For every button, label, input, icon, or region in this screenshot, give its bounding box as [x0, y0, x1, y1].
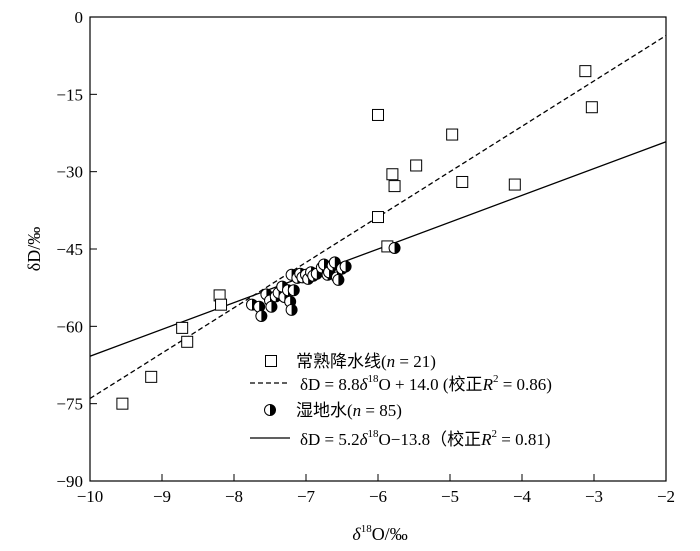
legend: 常熟降水线(n = 21) δD = 8.8δ18O + 14.0 (校正R2 …	[250, 351, 552, 449]
wetland-point	[339, 260, 352, 273]
precipitation-point	[386, 168, 399, 181]
legend-wetland-label: 湿地水(n = 85)	[296, 401, 402, 420]
x-tick-label: −6	[369, 487, 387, 506]
y-tick-label: −90	[56, 472, 83, 491]
x-tick-label: −4	[513, 487, 532, 506]
x-tick-label: −2	[657, 487, 675, 506]
precipitation-point	[145, 370, 158, 383]
precipitation-point	[372, 108, 384, 121]
y-axis-label: δD/‰	[24, 227, 44, 271]
precipitation-point	[372, 211, 384, 224]
legend-half-circle-marker	[264, 404, 276, 416]
precipitation-point	[508, 178, 521, 191]
y-tick-label: −60	[56, 317, 83, 336]
wetland-point	[285, 303, 298, 316]
x-tick-label: −10	[77, 487, 104, 506]
y-tick-label: −45	[56, 240, 83, 259]
precipitation-point	[446, 128, 459, 141]
x-tick-label: −5	[441, 487, 459, 506]
y-tick-label: 0	[75, 8, 84, 27]
x-tick-label: −9	[153, 487, 171, 506]
precipitation-point	[410, 159, 423, 172]
x-tick-label: −7	[297, 487, 316, 506]
wetland-point	[255, 310, 268, 323]
y-tick-label: −75	[56, 395, 83, 414]
legend-precip-label: 常熟降水线(n = 21)	[296, 351, 436, 371]
precipitation-point	[116, 397, 129, 410]
precipitation-point	[579, 65, 592, 78]
x-axis-label: δ18O/‰	[352, 523, 407, 544]
legend-gmwl-label: δD = 8.8δ18O + 14.0 (校正R2 = 0.86)	[300, 373, 552, 394]
y-tick-label: −15	[56, 85, 83, 104]
precipitation-point	[181, 335, 194, 348]
precipitation-point	[585, 101, 598, 114]
precipitation-point	[456, 175, 469, 188]
axis-ticks: −10 −9 −8 −7 −6 −5 −4 −3 −2 0 −15 −30 −45 −60 −75 −90	[56, 8, 675, 506]
lmwl-solid-line	[90, 141, 666, 357]
wetland-point	[265, 300, 278, 313]
precipitation-point	[215, 298, 228, 311]
wetland-point	[287, 284, 300, 297]
x-tick-label: −3	[585, 487, 603, 506]
precipitation-point	[176, 321, 189, 334]
wetland-point	[388, 241, 401, 254]
precipitation-point	[388, 180, 401, 193]
x-tick-label: −8	[225, 487, 243, 506]
legend-lmwl-label: δD = 5.2δ18O−13.8（校正R2 = 0.81)	[300, 428, 551, 449]
data-points	[116, 65, 598, 410]
wetland-point	[253, 300, 266, 313]
legend-square-marker	[265, 355, 277, 367]
wetland-point	[332, 273, 345, 286]
y-tick-label: −30	[56, 163, 83, 182]
